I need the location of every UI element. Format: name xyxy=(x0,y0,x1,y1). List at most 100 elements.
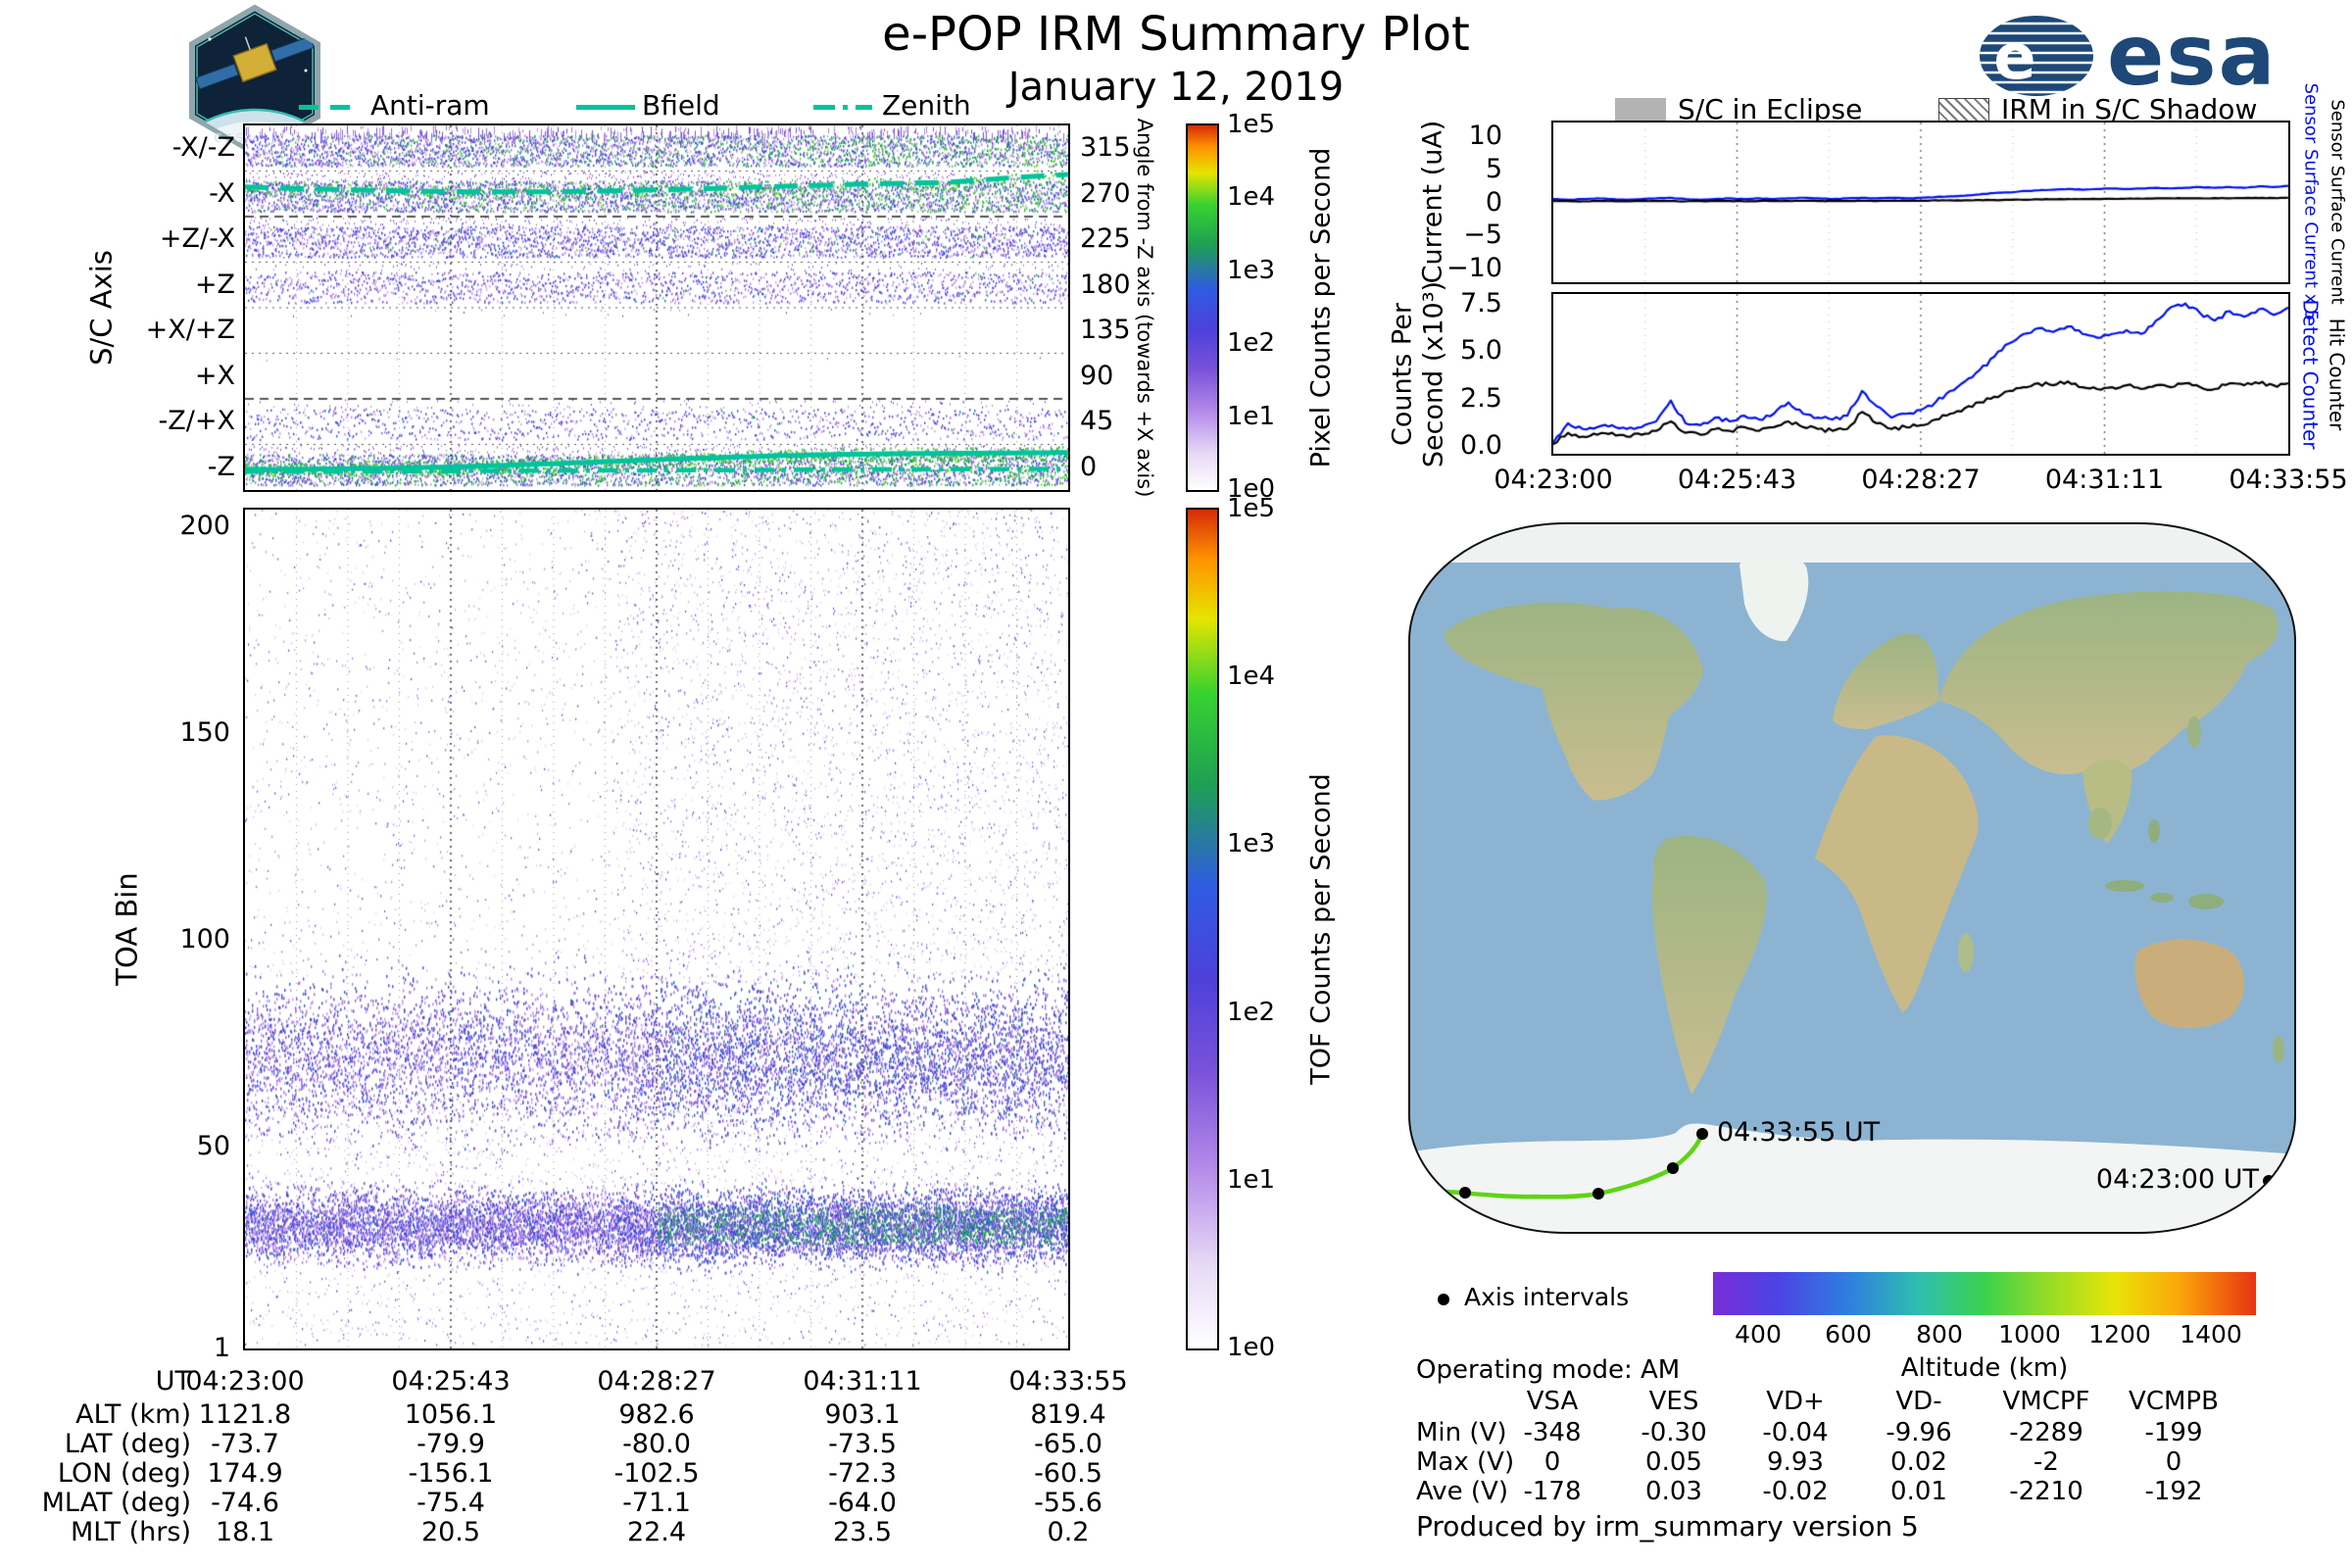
ephemeris-cell: -55.6 xyxy=(1034,1488,1102,1518)
altitude-colorbar-label: Altitude (km) xyxy=(1900,1353,2069,1383)
sc-axis-ytick: -Z xyxy=(207,451,235,482)
new-zealand xyxy=(2273,1036,2284,1063)
ephemeris-cell: -73.5 xyxy=(828,1429,897,1459)
ephemeris-cell: -60.5 xyxy=(1034,1458,1102,1489)
axis-intervals-dot xyxy=(1438,1294,1449,1305)
voltage-cell: -9.96 xyxy=(1886,1418,1952,1447)
bfield-legend-label: Bfield xyxy=(642,89,720,122)
sc-axis-ytick: -Z/+X xyxy=(158,406,235,437)
esa-logo: e esa xyxy=(1978,8,2278,105)
greenland xyxy=(1740,551,1809,642)
angle-tick: 0 xyxy=(1080,451,1098,482)
ephemeris-cell: 903.1 xyxy=(824,1399,901,1430)
right-time-tick: 04:23:00 xyxy=(1494,465,1613,495)
ephemeris-cell: -65.0 xyxy=(1034,1429,1102,1459)
esa-logo-globe: e xyxy=(1980,16,2093,97)
voltage-row-label: Min (V) xyxy=(1416,1418,1507,1447)
voltage-cell: 0.03 xyxy=(1645,1477,1702,1506)
pixel-colorbar-label: Pixel Counts per Second xyxy=(1305,147,1337,468)
ephemeris-row-label: LAT (deg) xyxy=(64,1429,191,1459)
philippines xyxy=(2148,819,2160,843)
sc-eclipse-swatch xyxy=(1615,98,1666,122)
ephemeris-cell: 1121.8 xyxy=(198,1399,292,1430)
ephemeris-cell: -71.1 xyxy=(622,1488,691,1518)
tof-cbar-tick: 1e5 xyxy=(1227,494,1276,523)
esa-logo-text: esa xyxy=(2107,7,2278,105)
track-end-time-label: 04:33:55 UT xyxy=(1717,1117,1881,1148)
irm-shadow-label: IRM in S/C Shadow xyxy=(2001,93,2258,125)
satellite-icon xyxy=(195,35,315,90)
ephemeris-cell: 22.4 xyxy=(626,1517,687,1547)
europe xyxy=(1833,633,1939,729)
current-ytick: 5 xyxy=(1485,153,1502,184)
voltage-cell: 9.93 xyxy=(1767,1447,1824,1477)
current-ytick: −5 xyxy=(1463,220,1502,251)
north-america xyxy=(1444,603,1703,801)
voltage-col-header: VD+ xyxy=(1766,1387,1825,1416)
indonesia-1 xyxy=(2105,880,2144,892)
voltage-cell: -199 xyxy=(2144,1418,2203,1447)
current-ytick: 10 xyxy=(1468,121,1502,151)
ephemeris-cell: 982.6 xyxy=(618,1399,695,1430)
track-dot-043111 xyxy=(1667,1162,1679,1174)
hit-counter-label: Hit Counter xyxy=(2325,318,2349,431)
sensor-surface-current-x5-label: Sensor Surface Current x 5 xyxy=(2300,82,2322,321)
toa-spectrogram-canvas xyxy=(245,510,1068,1348)
sc-axis-ylabel: S/C Axis xyxy=(84,250,119,366)
pixel-cbar-tick: 1e3 xyxy=(1227,255,1276,285)
ephemeris-cell: -79.9 xyxy=(416,1429,485,1459)
track-dot-end xyxy=(1696,1128,1708,1140)
pixel-colorbar xyxy=(1186,123,1219,492)
ephemeris-cell: 0.2 xyxy=(1047,1517,1090,1547)
current-ytick: −10 xyxy=(1446,253,1502,284)
track-dot-042543 xyxy=(1459,1187,1471,1199)
page-date: January 12, 2019 xyxy=(1007,65,1345,110)
track-dot-042827 xyxy=(1592,1188,1604,1200)
ephemeris-cell: -80.0 xyxy=(622,1429,691,1459)
ephemeris-cell: 04:25:43 xyxy=(391,1366,511,1396)
axis-intervals-label: Axis intervals xyxy=(1464,1283,1630,1311)
ephemeris-row-label: UT xyxy=(155,1366,191,1396)
ephemeris-cell: 18.1 xyxy=(215,1517,275,1547)
pixel-cbar-tick: 1e2 xyxy=(1227,328,1276,359)
ephemeris-cell: -64.0 xyxy=(828,1488,897,1518)
produced-by-label: Produced by irm_summary version 5 xyxy=(1416,1510,1919,1543)
indochina xyxy=(2088,808,2112,839)
toa-ytick: 50 xyxy=(196,1131,230,1161)
voltage-cell: 0.02 xyxy=(1890,1447,1947,1477)
zenith-legend-label: Zenith xyxy=(882,89,971,122)
ephemeris-cell: 23.5 xyxy=(832,1517,893,1547)
toa-ytick: 1 xyxy=(213,1333,230,1363)
voltage-col-header: VD- xyxy=(1895,1387,1942,1416)
tof-cbar-tick: 1e1 xyxy=(1227,1164,1276,1195)
pixel-cbar-tick: 1e0 xyxy=(1227,474,1276,504)
south-america xyxy=(1651,836,1767,1095)
cassiope-mission-logo: CASSIOPE xyxy=(189,4,320,157)
current-chart-canvas xyxy=(1553,122,2288,282)
ephemeris-cell: 819.4 xyxy=(1030,1399,1106,1430)
ephemeris-row-label: MLT (hrs) xyxy=(70,1517,191,1547)
angle-tick: 90 xyxy=(1080,360,1114,391)
angle-tick: 315 xyxy=(1080,132,1131,164)
angle-tick: 270 xyxy=(1080,177,1131,209)
tof-cbar-tick: 1e2 xyxy=(1227,997,1276,1027)
current-ytick: 0 xyxy=(1485,186,1502,218)
voltage-row-label: Ave (V) xyxy=(1416,1477,1508,1506)
ephemeris-cell: 04:31:11 xyxy=(803,1366,922,1396)
ephemeris-cell: -75.4 xyxy=(416,1488,485,1518)
tof-cbar-tick: 1e3 xyxy=(1227,829,1276,859)
ephemeris-row-label: LON (deg) xyxy=(57,1458,191,1489)
sc-axis-ytick: -X/-Z xyxy=(172,132,235,164)
right-time-tick: 04:33:55 xyxy=(2229,465,2348,495)
voltage-cell: -2210 xyxy=(2009,1477,2083,1506)
page-title: e-POP IRM Summary Plot xyxy=(882,7,1470,62)
pixel-cbar-tick: 1e4 xyxy=(1227,182,1276,213)
toa-ytick: 100 xyxy=(179,924,230,955)
voltage-cell: -192 xyxy=(2144,1477,2203,1506)
altitude-tick: 800 xyxy=(1916,1320,1963,1348)
voltage-cell: -2 xyxy=(2034,1447,2059,1477)
counts-chart-canvas xyxy=(1553,294,2288,454)
ephemeris-cell: 174.9 xyxy=(207,1458,283,1489)
ephemeris-cell: 04:33:55 xyxy=(1008,1366,1128,1396)
ephemeris-cell: 1056.1 xyxy=(404,1399,498,1430)
